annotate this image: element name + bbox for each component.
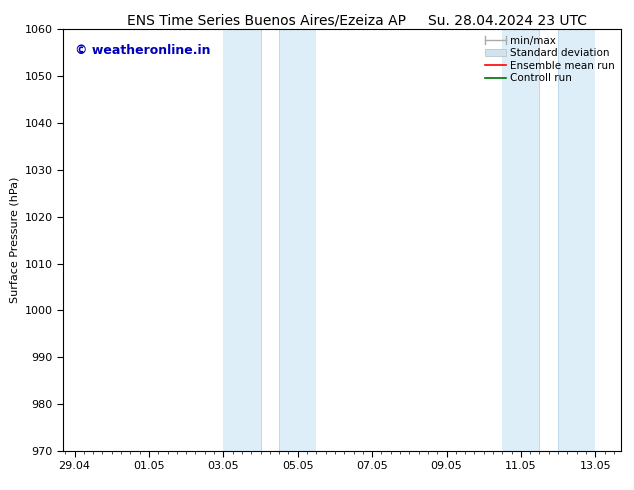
Bar xyxy=(558,29,595,451)
Text: Su. 28.04.2024 23 UTC: Su. 28.04.2024 23 UTC xyxy=(428,14,586,28)
Bar xyxy=(279,29,316,451)
Text: ENS Time Series Buenos Aires/Ezeiza AP: ENS Time Series Buenos Aires/Ezeiza AP xyxy=(127,14,406,28)
Text: © weatheronline.in: © weatheronline.in xyxy=(75,44,210,57)
Bar xyxy=(502,29,540,451)
Bar xyxy=(223,29,261,451)
Legend: min/max, Standard deviation, Ensemble mean run, Controll run: min/max, Standard deviation, Ensemble me… xyxy=(482,32,618,87)
Y-axis label: Surface Pressure (hPa): Surface Pressure (hPa) xyxy=(10,177,19,303)
